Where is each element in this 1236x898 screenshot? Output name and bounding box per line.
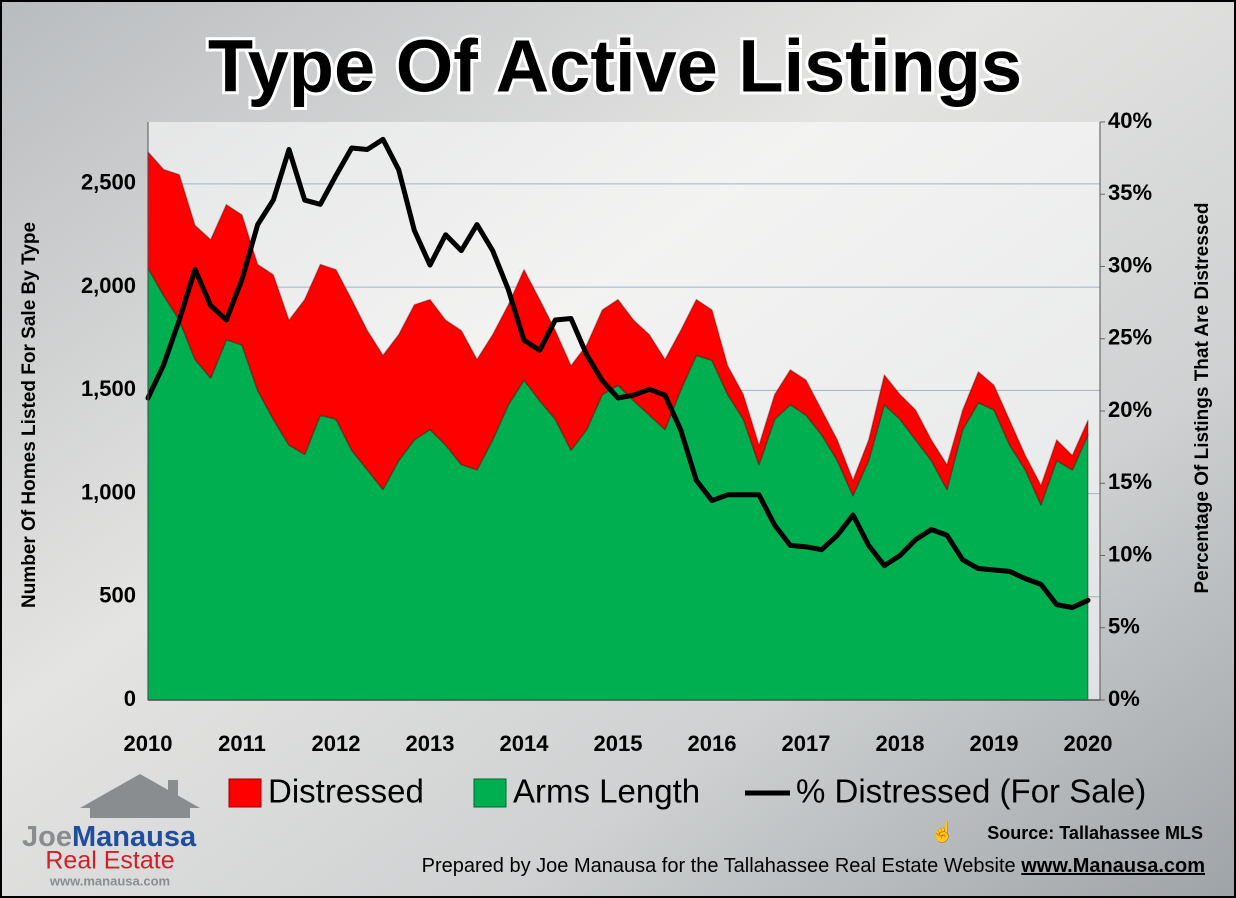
logo-name: JoeManausa bbox=[22, 821, 197, 853]
y2-tick-label: 5% bbox=[1108, 614, 1140, 639]
plot: 0 500 1,000 1,500 2,000 2,500 0% 5% 10% 15% 20% 25%… bbox=[81, 108, 1152, 756]
y2-tick-label: 30% bbox=[1108, 252, 1152, 277]
credit-link: www.Manausa.com bbox=[1020, 855, 1205, 877]
legend-label: % Distressed (For Sale) bbox=[796, 773, 1146, 810]
y-tick-label: 2,500 bbox=[81, 170, 136, 195]
y-tick-label: 500 bbox=[99, 583, 136, 608]
legend-swatch bbox=[473, 778, 507, 808]
credit: Prepared by Joe Manausa for the Tallahas… bbox=[422, 855, 1205, 877]
hand-icon: ☝ bbox=[930, 819, 955, 843]
y-tick-label: 0 bbox=[124, 686, 136, 711]
x-tick-label: 2019 bbox=[970, 731, 1019, 756]
logo-house bbox=[80, 774, 200, 818]
y2-tick-label: 15% bbox=[1108, 469, 1152, 494]
source-note: Source: Tallahassee MLS bbox=[987, 823, 1203, 843]
y2-tick-label: 40% bbox=[1108, 108, 1152, 133]
y-tick-label: 1,000 bbox=[81, 479, 136, 504]
logo: JoeManausa Real Estate www.manausa.com bbox=[22, 774, 200, 888]
legend-label: Arms Length bbox=[513, 773, 700, 810]
area bbox=[147, 151, 1089, 506]
x-tick-label: 2015 bbox=[594, 731, 643, 756]
legend-label: Distressed bbox=[268, 773, 424, 810]
logo-url: www.manausa.com bbox=[49, 873, 170, 888]
x-tick-label: 2011 bbox=[218, 731, 266, 756]
x-tick-label: 2016 bbox=[688, 731, 737, 756]
y2-tick-label: 0% bbox=[1108, 686, 1140, 711]
logo-first: Joe bbox=[22, 821, 72, 853]
line bbox=[145, 136, 1091, 611]
x-tick-label: 2018 bbox=[876, 731, 925, 756]
y-tick-label: 1,500 bbox=[81, 376, 136, 401]
y2-tick-label: 25% bbox=[1108, 325, 1152, 350]
credit-text: Prepared by Joe Manausa for the Tallahas… bbox=[422, 855, 1016, 877]
y2-axis-title: Percentage Of Listings That Are Distress… bbox=[1192, 202, 1213, 593]
logo-last: Manausa bbox=[72, 821, 197, 853]
y-axis-title: Number Of Homes Listed For Sale By Type bbox=[19, 222, 40, 608]
x-tick-label: 2017 bbox=[782, 731, 831, 756]
x-tick-label: 2012 bbox=[312, 731, 361, 756]
x-tick-label: 2010 bbox=[124, 731, 173, 756]
x-tick-label: 2020 bbox=[1064, 731, 1113, 756]
x-tick-label: 2013 bbox=[406, 731, 455, 756]
legend-swatch bbox=[228, 778, 262, 808]
logo-chimney bbox=[168, 780, 178, 798]
y2-tick-label: 10% bbox=[1108, 541, 1152, 566]
chart-title: Type Of Active Listings bbox=[208, 25, 1022, 108]
y2-tick-label: 35% bbox=[1108, 180, 1152, 205]
x-tick-label: 2014 bbox=[500, 731, 550, 756]
logo-sub: Real Estate bbox=[45, 847, 174, 875]
y-tick-label: 2,000 bbox=[81, 273, 136, 298]
y2-tick-label: 20% bbox=[1108, 397, 1152, 422]
